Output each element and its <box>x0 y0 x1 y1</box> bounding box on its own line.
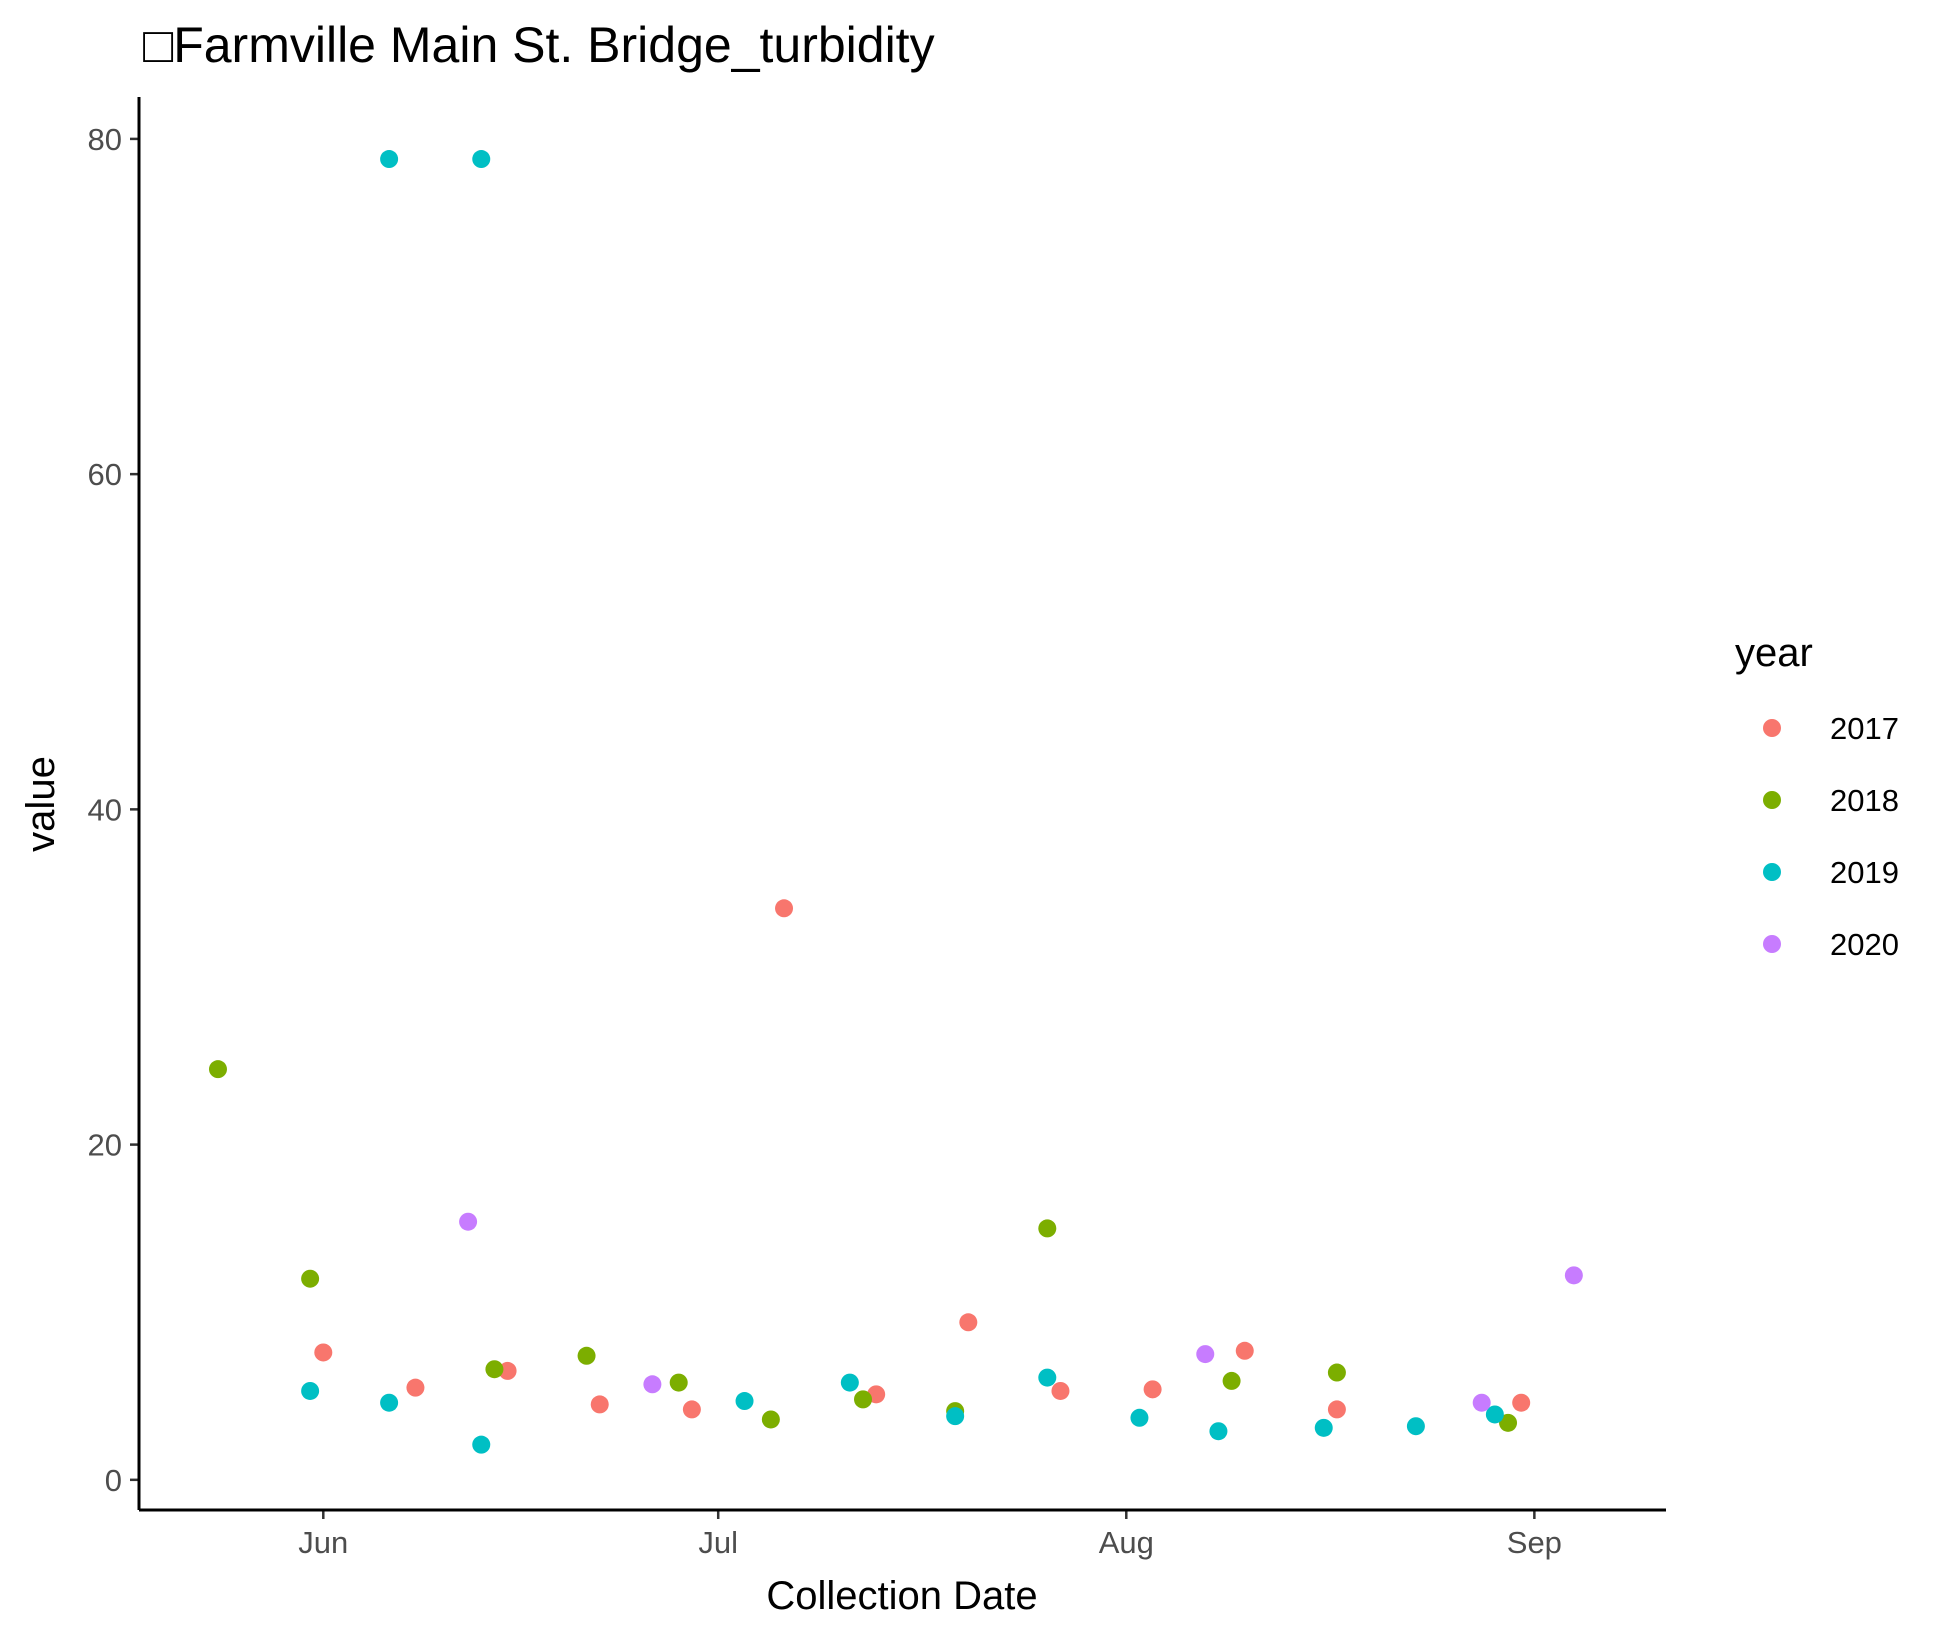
y-tick-label: 60 <box>88 457 122 492</box>
point-2017 <box>1051 1381 1070 1400</box>
point-2019 <box>380 150 399 169</box>
legend-key-2018 <box>1763 791 1781 809</box>
y-tick-label: 0 <box>105 1463 122 1498</box>
point-2019 <box>301 1381 320 1400</box>
point-2018 <box>1038 1219 1057 1238</box>
legend-label-2019: 2019 <box>1830 855 1899 890</box>
legend-key-2020 <box>1763 935 1781 953</box>
point-2020 <box>1564 1266 1583 1285</box>
point-2017 <box>1512 1393 1531 1412</box>
y-tick-label: 40 <box>88 792 122 827</box>
point-2019 <box>946 1407 965 1426</box>
x-axis-title: Collection Date <box>766 1574 1037 1618</box>
y-axis-ticks: 0 20 40 60 80 <box>88 122 139 1498</box>
x-tick-label: Sep <box>1507 1525 1562 1560</box>
point-2018 <box>669 1373 688 1392</box>
point-2017 <box>314 1343 333 1362</box>
point-2019 <box>472 1435 491 1454</box>
point-2017 <box>682 1400 701 1419</box>
point-2017 <box>498 1361 517 1380</box>
x-tick-label: Aug <box>1099 1525 1154 1560</box>
point-2017 <box>1327 1400 1346 1419</box>
point-2019 <box>735 1392 754 1411</box>
point-2019 <box>1314 1418 1333 1437</box>
x-tick-label: Jul <box>698 1525 738 1560</box>
point-2018 <box>854 1390 873 1409</box>
point-2019 <box>380 1393 399 1412</box>
point-2017 <box>590 1395 609 1414</box>
point-2018 <box>577 1346 596 1365</box>
point-2020 <box>1196 1345 1215 1364</box>
point-2019 <box>1130 1408 1149 1427</box>
legend-key-2019 <box>1763 863 1781 881</box>
point-2019 <box>472 150 491 169</box>
point-2017 <box>1235 1341 1254 1360</box>
point-2017 <box>775 899 794 918</box>
legend: year 2017 2018 2019 2020 <box>1735 631 1899 962</box>
point-2017 <box>1143 1380 1162 1399</box>
point-2020 <box>459 1212 478 1231</box>
point-2017 <box>959 1313 978 1332</box>
point-2018 <box>1327 1363 1346 1382</box>
point-2019 <box>1485 1405 1504 1424</box>
x-tick-label: Jun <box>298 1525 348 1560</box>
point-2017 <box>406 1378 425 1397</box>
y-axis-title: value <box>19 756 63 852</box>
point-2018 <box>1499 1413 1518 1432</box>
point-2019 <box>1209 1422 1228 1441</box>
point-2018 <box>301 1269 320 1288</box>
point-2020 <box>643 1375 662 1394</box>
y-tick-label: 80 <box>88 122 122 157</box>
chart-title: □Farmville Main St. Bridge_turbidity <box>143 17 935 73</box>
point-2018 <box>761 1410 780 1429</box>
point-2020 <box>1472 1393 1491 1412</box>
point-2018 <box>1222 1371 1241 1390</box>
legend-label-2018: 2018 <box>1830 783 1899 818</box>
y-tick-label: 20 <box>88 1128 122 1163</box>
legend-label-2017: 2017 <box>1830 711 1899 746</box>
legend-label-2020: 2020 <box>1830 927 1899 962</box>
point-2018 <box>208 1060 227 1079</box>
point-2018 <box>485 1360 504 1379</box>
point-2019 <box>1038 1368 1057 1387</box>
legend-key-2017 <box>1763 719 1781 737</box>
legend-title: year <box>1735 631 1813 675</box>
data-points <box>208 150 1583 1454</box>
point-2019 <box>840 1373 859 1392</box>
point-2019 <box>1406 1417 1425 1436</box>
